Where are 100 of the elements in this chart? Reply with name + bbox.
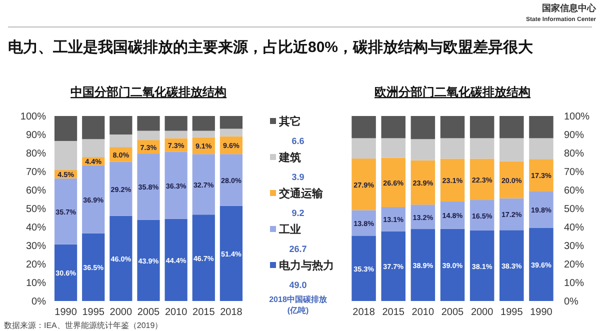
text: 6.6 xyxy=(292,136,304,146)
bar xyxy=(500,198,524,230)
bar xyxy=(54,178,78,244)
bar xyxy=(164,130,188,138)
bar xyxy=(220,206,243,301)
text: 3.9 xyxy=(292,172,304,182)
x-tick-label: 2005 xyxy=(441,307,464,318)
y-tick-label: 40% xyxy=(26,222,46,234)
bar xyxy=(410,139,436,160)
bar xyxy=(352,210,376,236)
y-tick-label: 60% xyxy=(564,186,584,196)
text: 2018中国碳排放 xyxy=(269,295,328,304)
y-tick-label: 0% xyxy=(564,296,579,308)
text: 国家信息中心 xyxy=(542,3,597,13)
bar xyxy=(352,158,376,210)
bar xyxy=(470,158,494,200)
bar xyxy=(381,138,406,158)
bar xyxy=(410,160,436,205)
bar xyxy=(192,154,215,215)
bar xyxy=(54,116,78,141)
bar xyxy=(529,228,554,301)
bar xyxy=(529,159,554,192)
bar xyxy=(82,233,105,301)
y-tick-label: 70% xyxy=(564,167,584,178)
y-tick-label: 80% xyxy=(26,148,46,160)
x-tick-label: 2018 xyxy=(220,307,243,318)
bar xyxy=(82,165,105,234)
bar xyxy=(82,139,105,158)
bar xyxy=(529,191,554,228)
bar xyxy=(54,244,78,301)
x-tick-label: 2005 xyxy=(137,307,160,318)
bar xyxy=(220,116,243,129)
legend-label: 其它 xyxy=(278,115,301,128)
bar xyxy=(381,116,406,138)
bar xyxy=(164,116,188,131)
text: 26.7 xyxy=(289,244,307,254)
bar xyxy=(164,152,188,219)
y-tick-label: 60% xyxy=(26,186,46,196)
bar xyxy=(192,116,215,131)
x-tick-label: 2000 xyxy=(470,307,494,318)
x-tick-label: 2010 xyxy=(412,307,434,318)
y-tick-label: 20% xyxy=(26,260,46,270)
bar xyxy=(137,154,160,220)
bar xyxy=(137,220,160,301)
x-tick-label: 2000 xyxy=(110,307,132,318)
bar xyxy=(220,128,243,136)
y-tick-label: 80% xyxy=(564,148,584,160)
bar xyxy=(440,138,465,159)
text: (亿吨) xyxy=(287,306,309,315)
bar xyxy=(529,116,554,138)
y-tick-label: 20% xyxy=(564,260,584,270)
bar xyxy=(500,161,524,198)
y-tick-label: 10% xyxy=(26,278,46,289)
y-tick-label: 90% xyxy=(564,130,584,141)
y-tick-label: 10% xyxy=(564,278,584,289)
y-tick-label: 50% xyxy=(564,204,584,215)
bar xyxy=(381,158,406,208)
bar xyxy=(137,130,160,140)
y-tick-label: 30% xyxy=(26,241,46,252)
y-tick-label: 70% xyxy=(26,167,46,178)
chart-title: 中国分部门二氧化碳排放结构 xyxy=(70,85,226,99)
y-tick-label: 30% xyxy=(564,241,584,252)
x-tick-label: 1995 xyxy=(500,307,524,318)
bar xyxy=(500,138,524,162)
x-tick-label: 2010 xyxy=(164,307,188,318)
x-tick-label: 2015 xyxy=(382,307,405,318)
bar xyxy=(54,140,78,170)
y-tick-label: 50% xyxy=(26,204,46,215)
bar xyxy=(352,116,376,138)
bar xyxy=(352,236,376,301)
bar xyxy=(470,230,494,301)
bar xyxy=(440,158,465,202)
y-tick-label: 0% xyxy=(32,296,46,308)
bar xyxy=(381,207,406,232)
x-tick-label: 2015 xyxy=(192,307,216,318)
text: 49.0 xyxy=(289,280,307,290)
legend-label: 电力与热力 xyxy=(279,259,334,272)
bar xyxy=(352,138,376,159)
bar xyxy=(192,130,215,138)
bar xyxy=(110,134,132,148)
x-tick-label: 1995 xyxy=(82,307,105,318)
bar xyxy=(137,116,160,131)
bar xyxy=(529,138,554,160)
bar xyxy=(164,218,188,301)
bar xyxy=(410,229,436,301)
bar xyxy=(440,116,465,138)
legend-label: 建筑 xyxy=(278,151,301,164)
x-tick-label: 1990 xyxy=(54,307,78,318)
bar xyxy=(381,231,406,301)
bar xyxy=(470,116,494,138)
y-tick-label: 40% xyxy=(564,222,584,234)
bar xyxy=(500,116,524,138)
y-tick-label: 90% xyxy=(26,130,46,141)
legend-label: 交通运输 xyxy=(278,187,324,200)
bar xyxy=(192,214,215,301)
bar xyxy=(220,154,243,206)
text: 电力、工业是我国碳排放的主要来源，占比近80%，碳排放结构与欧盟差异很大 xyxy=(8,38,534,56)
bar xyxy=(470,138,494,159)
y-tick-label: 100% xyxy=(20,112,46,122)
bar xyxy=(110,216,132,301)
